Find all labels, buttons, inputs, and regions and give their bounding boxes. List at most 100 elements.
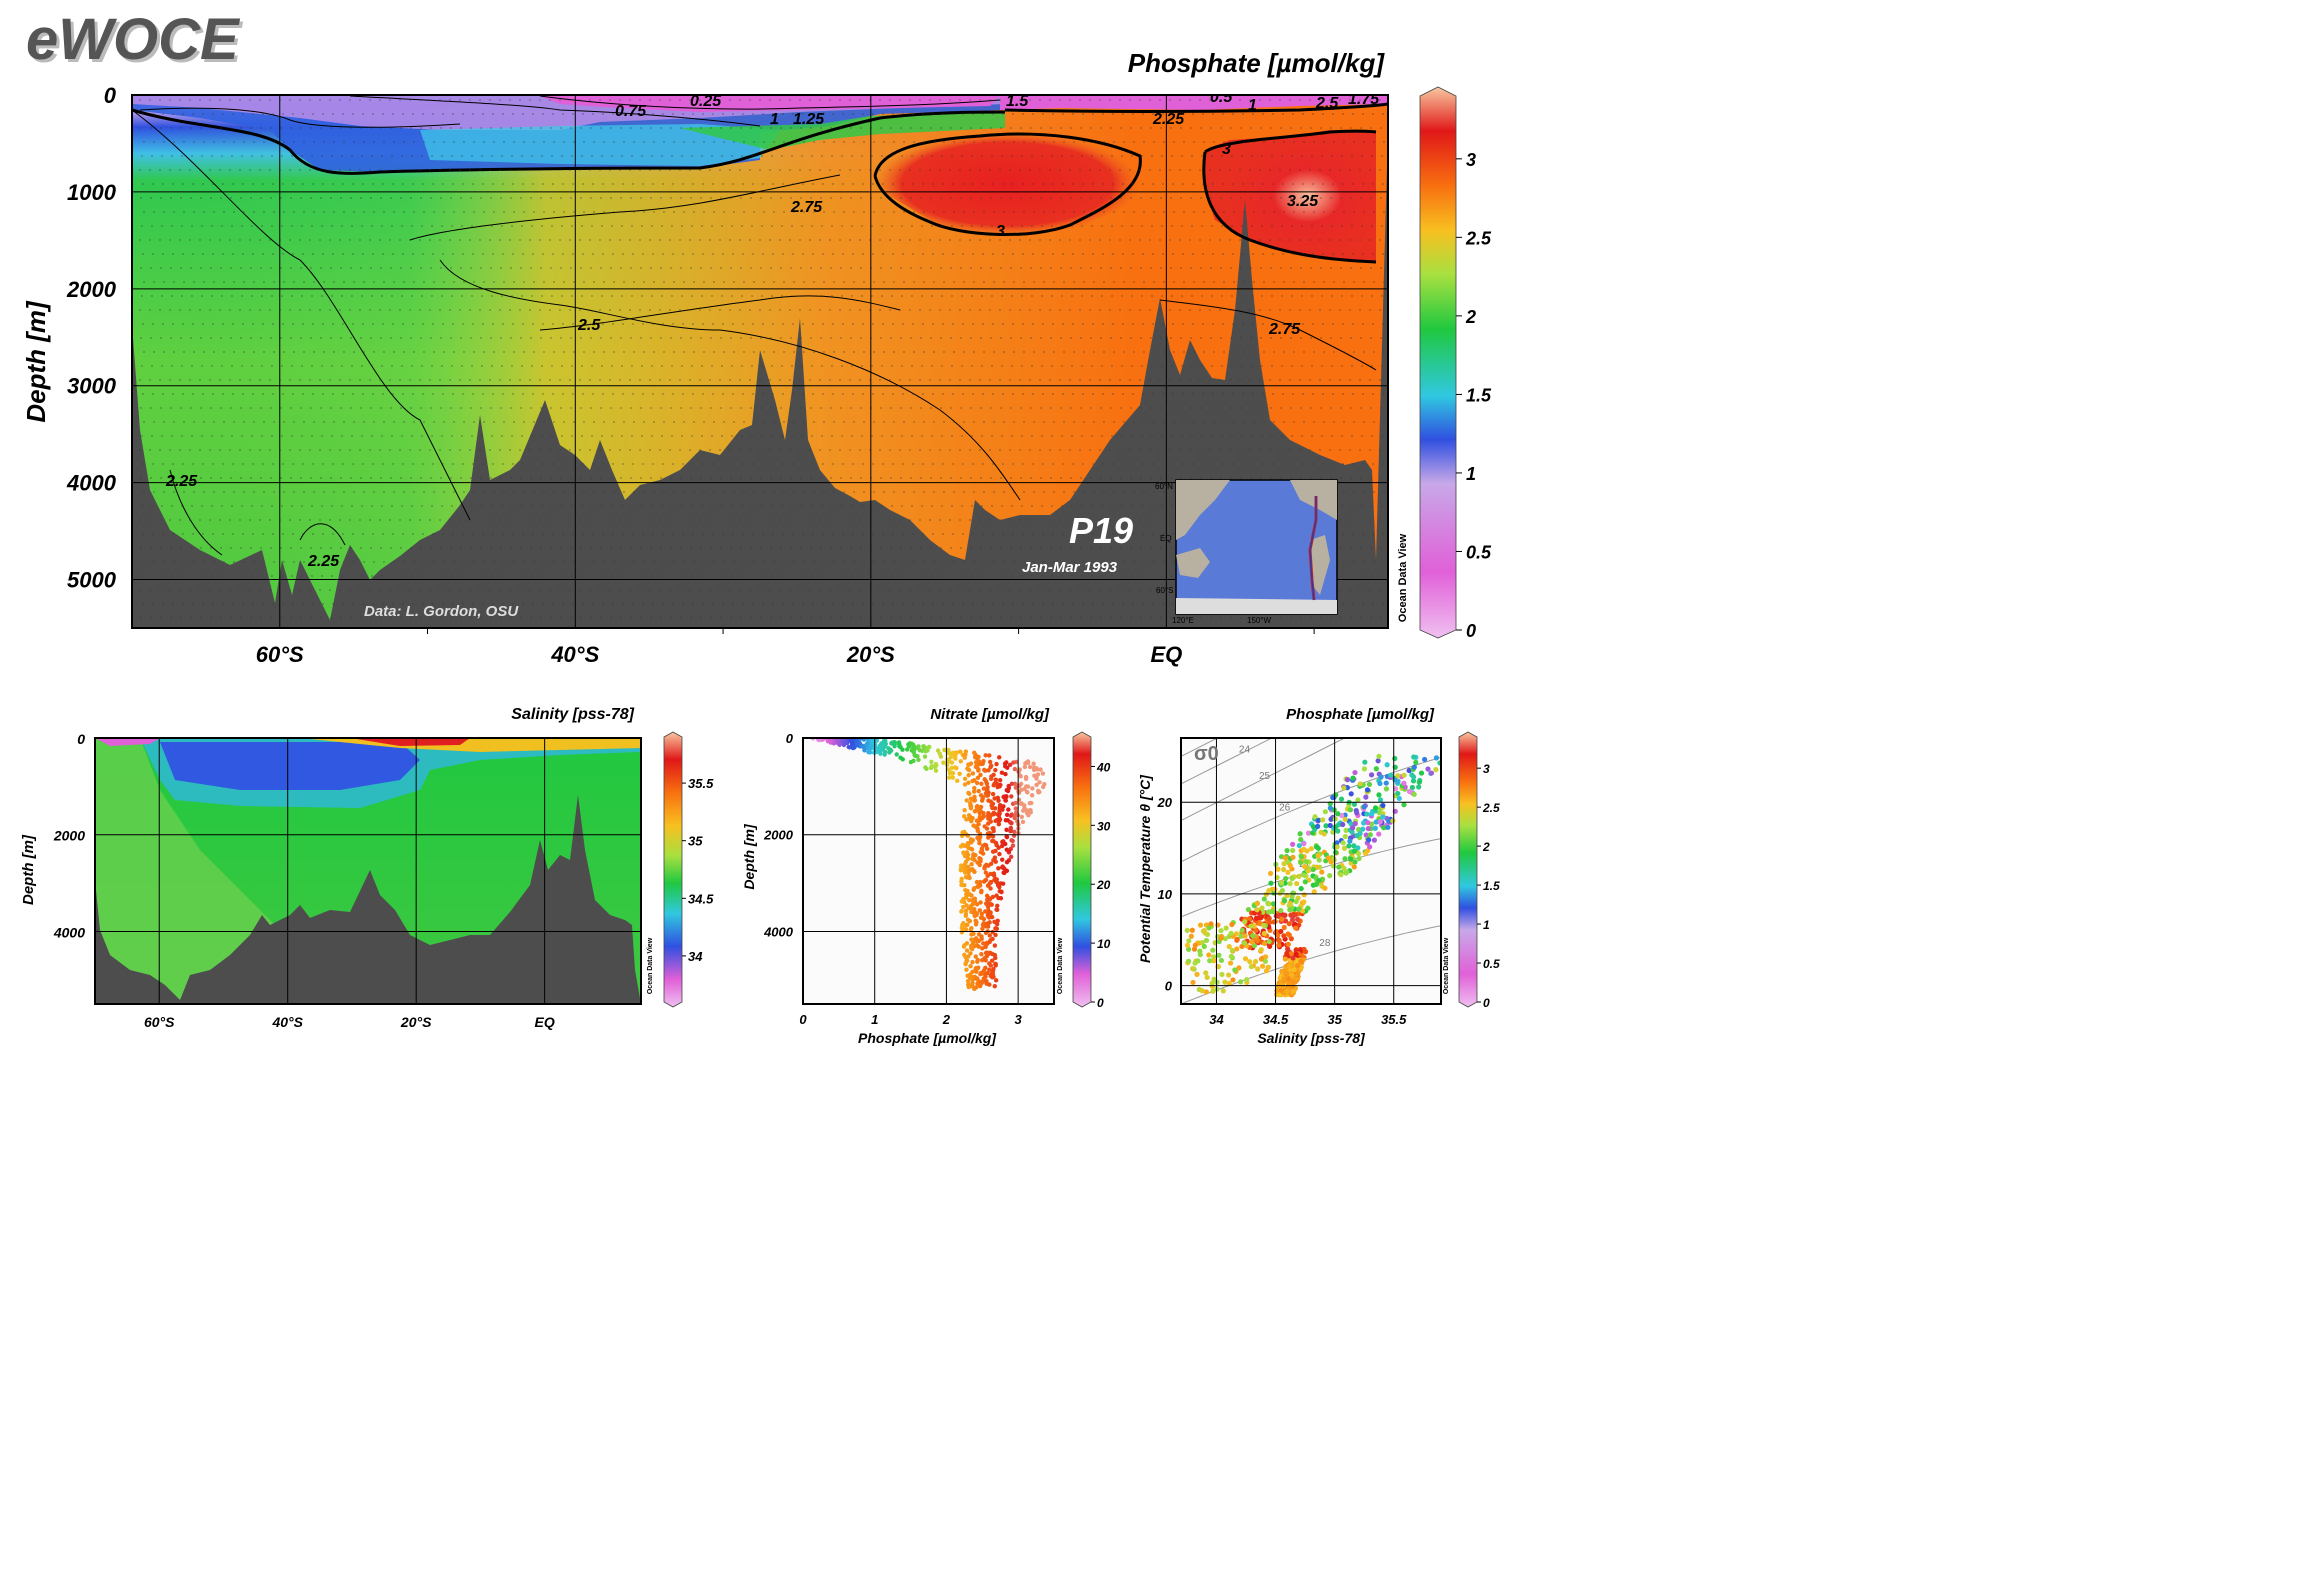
sample-dot bbox=[981, 505, 983, 507]
sample-dot bbox=[1359, 379, 1361, 381]
sample-dot bbox=[492, 603, 494, 605]
sample-dot bbox=[473, 561, 475, 563]
sample-dot bbox=[1151, 435, 1153, 437]
sample-dot bbox=[799, 99, 801, 101]
sample-dot bbox=[529, 309, 531, 311]
sample-dot bbox=[732, 603, 734, 605]
sample-dot bbox=[800, 477, 802, 479]
sample-dot bbox=[140, 127, 142, 129]
sample-dot bbox=[199, 519, 201, 521]
sample-dot bbox=[1359, 169, 1361, 171]
sample-dot bbox=[1112, 113, 1114, 115]
sample-dot bbox=[511, 225, 513, 227]
sample-dot bbox=[1172, 253, 1174, 255]
sample-dot bbox=[961, 575, 963, 577]
sample-dot bbox=[1111, 155, 1113, 157]
sample-dot bbox=[953, 561, 955, 563]
sample-dot bbox=[899, 99, 901, 101]
sample-dot bbox=[1132, 323, 1134, 325]
sample-dot bbox=[1120, 197, 1122, 199]
sample-dot bbox=[1029, 379, 1031, 381]
sample-dot bbox=[949, 239, 951, 241]
sample-dot bbox=[429, 379, 431, 381]
sample-dot bbox=[1319, 379, 1321, 381]
sample-dot bbox=[372, 393, 374, 395]
sample-dot bbox=[262, 533, 264, 535]
sample-dot bbox=[1370, 477, 1372, 479]
sample-dot bbox=[231, 505, 233, 507]
sample-dot bbox=[1182, 183, 1184, 185]
sample-dot bbox=[880, 337, 882, 339]
sample-dot bbox=[1141, 505, 1143, 507]
sample-dot bbox=[719, 589, 721, 591]
sample-dot bbox=[801, 155, 803, 157]
sample-dot bbox=[361, 505, 363, 507]
sample-dot bbox=[821, 575, 823, 577]
sample-dot bbox=[1101, 505, 1103, 507]
sample-dot bbox=[912, 323, 914, 325]
sample-dot bbox=[789, 589, 791, 591]
sample-dot bbox=[871, 505, 873, 507]
sample-dot bbox=[1119, 99, 1121, 101]
sample-dot bbox=[762, 393, 764, 395]
sample-dot bbox=[740, 547, 742, 549]
sample-dot bbox=[460, 407, 462, 409]
sample-dot bbox=[349, 169, 351, 171]
sample-dot bbox=[623, 141, 625, 143]
sample-dot bbox=[431, 225, 433, 227]
sample-dot bbox=[559, 449, 561, 451]
sample-dot bbox=[1302, 183, 1304, 185]
sample-dot bbox=[699, 309, 701, 311]
sample-dot bbox=[579, 589, 581, 591]
sample-dot bbox=[509, 169, 511, 171]
sample-dot bbox=[992, 323, 994, 325]
sample-dot bbox=[1319, 99, 1321, 101]
sample-dot bbox=[879, 519, 881, 521]
sample-dot bbox=[480, 337, 482, 339]
sample-dot bbox=[1073, 211, 1075, 213]
sample-dot bbox=[290, 197, 292, 199]
sample-dot bbox=[700, 267, 702, 269]
sample-dot bbox=[160, 337, 162, 339]
sample-dot bbox=[492, 533, 494, 535]
sample-dot bbox=[1249, 169, 1251, 171]
sample-dot bbox=[913, 211, 915, 213]
sample-dot bbox=[660, 337, 662, 339]
sample-dot bbox=[149, 449, 151, 451]
sample-dot bbox=[780, 477, 782, 479]
sample-dot bbox=[1063, 281, 1065, 283]
sample-dot bbox=[223, 281, 225, 283]
sample-dot bbox=[659, 379, 661, 381]
sample-dot bbox=[962, 253, 964, 255]
sample-dot bbox=[1023, 351, 1025, 353]
sample-dot bbox=[1349, 309, 1351, 311]
sample-dot bbox=[721, 225, 723, 227]
sample-dot bbox=[581, 225, 583, 227]
sample-dot bbox=[220, 477, 222, 479]
sample-dot bbox=[741, 505, 743, 507]
sample-dot bbox=[701, 365, 703, 367]
sample-dot bbox=[1123, 141, 1125, 143]
sample-dot bbox=[773, 281, 775, 283]
sample-dot bbox=[790, 547, 792, 549]
sample-dot bbox=[151, 155, 153, 157]
sample-dot bbox=[380, 267, 382, 269]
sample-dot bbox=[701, 155, 703, 157]
sample-dot bbox=[611, 155, 613, 157]
sample-dot bbox=[971, 365, 973, 367]
sample-dot bbox=[753, 211, 755, 213]
sample-dot bbox=[593, 211, 595, 213]
sample-dot bbox=[550, 407, 552, 409]
sample-dot bbox=[762, 533, 764, 535]
sample-dot bbox=[653, 491, 655, 493]
sample-dot bbox=[1152, 253, 1154, 255]
sample-dot bbox=[403, 491, 405, 493]
sample-dot bbox=[252, 533, 254, 535]
sample-dot bbox=[949, 99, 951, 101]
sample-dot bbox=[239, 169, 241, 171]
sample-dot bbox=[419, 169, 421, 171]
sample-dot bbox=[571, 155, 573, 157]
sample-dot bbox=[1349, 379, 1351, 381]
salinity-frame bbox=[94, 737, 642, 1005]
sample-dot bbox=[521, 505, 523, 507]
